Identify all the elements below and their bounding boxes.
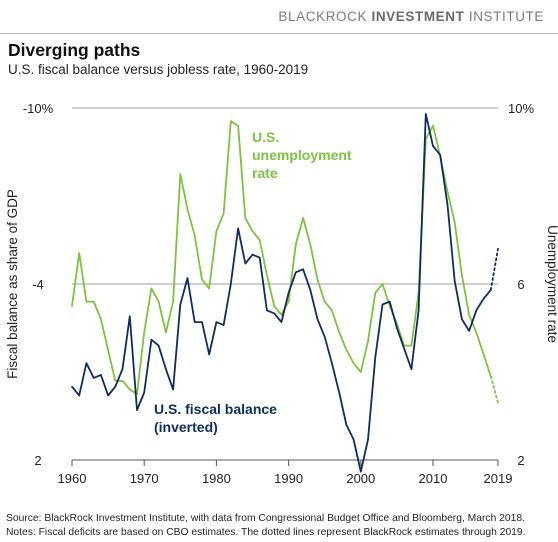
x-tick-label-1960: 1960	[58, 471, 87, 486]
source-notes: Source: BlackRock Investment Institute, …	[6, 512, 526, 540]
notes-text: Notes: Fiscal deficits are based on CBO …	[6, 527, 526, 538]
series-line-fiscal-balance	[71, 113, 492, 473]
series-estimate-fiscal-balance	[489, 247, 499, 291]
x-tick-label-2019: 2019	[484, 471, 513, 486]
y-axis-label-left: Fiscal balance as share of GDP	[5, 189, 20, 379]
series-label-unemployment-0: U.S.	[252, 129, 279, 145]
left-tick-label-2: 2	[34, 453, 41, 468]
brand-institute: INSTITUTE	[468, 9, 544, 24]
right-tick-label-1: 6	[517, 277, 524, 292]
series-label-fiscal-0: U.S. fiscal balance	[154, 401, 277, 417]
header-divider	[0, 33, 558, 34]
source-text: Source: BlackRock Investment Institute, …	[6, 513, 525, 524]
brand-blackrock: BLACKROCK	[278, 9, 368, 24]
x-tick-label-1970: 1970	[130, 471, 159, 486]
x-tick-label-2010: 2010	[419, 471, 448, 486]
brand-investment: INVESTMENT	[371, 9, 465, 24]
chart-area: 1960 1970 1980 1990 2000 2010 2019 -10% -4 2 10% 6 2…	[5, 101, 558, 486]
chart-subtitle: U.S. fiscal balance versus jobless rate,…	[8, 62, 309, 77]
brand-header: BLACKROCK INVESTMENT INSTITUTE	[278, 9, 544, 24]
left-tick-label-0: -10%	[23, 101, 54, 116]
x-tick-label-1980: 1980	[202, 471, 231, 486]
series-label-fiscal-1: (inverted)	[154, 419, 218, 435]
series-estimate-unemployment	[489, 375, 499, 404]
right-tick-label-0: 10%	[508, 101, 534, 116]
chart-title: Diverging paths	[8, 40, 141, 60]
series-label-unemployment-1: unemployment	[252, 147, 352, 163]
series-label-unemployment-2: rate	[252, 165, 278, 181]
y-axis-label-right: Unemployment rate	[545, 225, 558, 343]
x-tick-label-2000: 2000	[346, 471, 375, 486]
x-tick-label-1990: 1990	[274, 471, 303, 486]
right-tick-label-2: 2	[517, 453, 524, 468]
left-tick-label-1: -4	[32, 277, 44, 292]
